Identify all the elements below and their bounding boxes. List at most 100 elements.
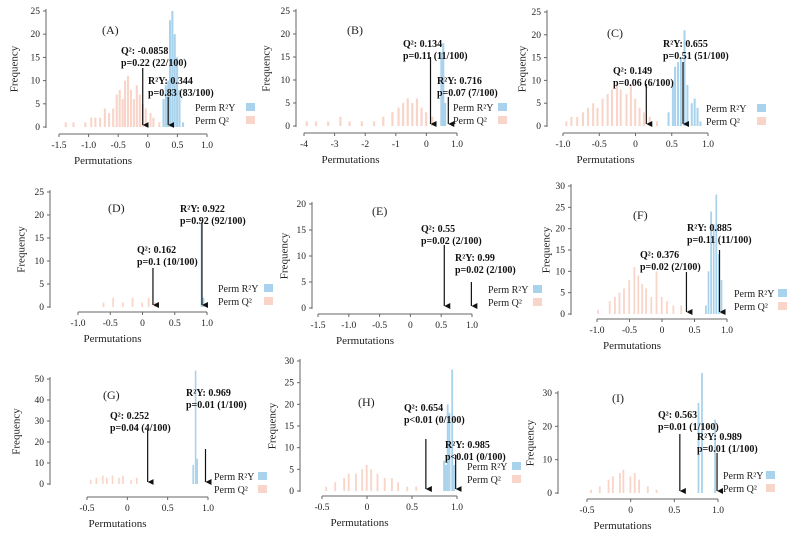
r2y-bar bbox=[171, 11, 174, 127]
r2y-bar bbox=[192, 465, 194, 484]
q2-bar bbox=[118, 477, 120, 484]
legend-swatch bbox=[766, 484, 775, 492]
y-axis-label: Frequency bbox=[267, 402, 279, 449]
r2y-bar bbox=[448, 413, 451, 491]
q2-bar bbox=[688, 309, 690, 314]
r2y-bar bbox=[718, 254, 720, 314]
x-tick-label: -0.5 bbox=[592, 140, 607, 150]
r2y-bar bbox=[697, 403, 700, 493]
q2-bar bbox=[95, 477, 98, 484]
legend-swatch bbox=[258, 485, 267, 493]
q2-bar bbox=[64, 122, 67, 127]
q2-bar bbox=[397, 107, 400, 126]
y-tick-label: 5 bbox=[289, 465, 294, 475]
q2-bar bbox=[126, 75, 130, 127]
r2y-bar bbox=[667, 112, 670, 126]
r2y-bar bbox=[671, 80, 674, 126]
legend-swatch bbox=[246, 116, 255, 124]
legend-swatch bbox=[498, 116, 507, 124]
y-axis-label: Frequency bbox=[261, 45, 273, 92]
x-tick-label: -4 bbox=[300, 140, 308, 150]
y-tick-label: 5 bbox=[35, 100, 40, 110]
x-tick-label: -0.5 bbox=[372, 321, 387, 331]
q2-bar bbox=[655, 489, 658, 493]
r2y-bar bbox=[720, 279, 723, 314]
q2-bar bbox=[144, 108, 147, 127]
q2-bar bbox=[628, 279, 631, 314]
legend-label: Perm Q² bbox=[214, 485, 248, 496]
q2-bar bbox=[102, 475, 104, 484]
panel-d: 0 5 10 15 20 25 -1.0 -0.5 0 0.5 1.0 Permutations Fre… bbox=[16, 188, 273, 345]
y-tick-label: 5 bbox=[285, 99, 290, 109]
q2-bar bbox=[147, 297, 150, 307]
q2-bar bbox=[361, 469, 364, 491]
panel-e: 0 5 10 15 20 -1.5 -1.0 -0.5 0 0.5 1.0 Permutations F… bbox=[279, 200, 542, 347]
x-tick-label: 0 bbox=[628, 506, 633, 516]
q2-bar bbox=[406, 486, 409, 491]
x-axis-label: Permutations bbox=[336, 335, 394, 347]
q2-bar bbox=[94, 117, 97, 127]
q2-bar bbox=[121, 302, 124, 307]
legend-label: Perm Q² bbox=[488, 298, 522, 309]
r2y-bar bbox=[164, 85, 167, 127]
q2-bar bbox=[354, 473, 357, 491]
q2-bar bbox=[383, 478, 386, 491]
r2y-bar bbox=[707, 271, 710, 314]
r2y-bar bbox=[679, 57, 682, 126]
q2-bar bbox=[638, 107, 641, 126]
y-tick-label: 0 bbox=[536, 122, 541, 132]
legend-label: Perm Q² bbox=[453, 116, 487, 127]
legend-swatch bbox=[246, 103, 255, 111]
q2-bar bbox=[382, 116, 385, 126]
q2-bar bbox=[360, 121, 363, 126]
r2y-bar bbox=[453, 465, 455, 491]
q2-bar bbox=[415, 486, 418, 491]
q2-bar bbox=[420, 107, 423, 126]
q2-bar bbox=[650, 296, 653, 314]
y-axis-label: Frequency bbox=[279, 232, 291, 279]
q2-bar bbox=[641, 284, 644, 314]
q2-bar bbox=[637, 275, 640, 314]
r2y-bar bbox=[196, 458, 199, 484]
panel-f: 0 5 10 15 20 25 30 -1.0 -0.5 0 0.5 1.0 Permutations F… bbox=[541, 182, 787, 352]
r2y-bar bbox=[446, 404, 449, 491]
r2y-bar bbox=[443, 460, 446, 491]
legend-label: Perm Q² bbox=[723, 484, 757, 495]
q2-bar bbox=[606, 94, 609, 126]
y-tick-label: 20 bbox=[35, 211, 45, 221]
x-tick-label: -1.5 bbox=[310, 321, 325, 331]
q2-bar bbox=[305, 121, 308, 126]
q2-bar bbox=[339, 116, 342, 126]
r2y-bar bbox=[178, 89, 181, 127]
q2-bar bbox=[372, 121, 376, 126]
q2-annotation: Q²: 0.55 bbox=[421, 224, 455, 235]
r2y-bar bbox=[676, 62, 679, 126]
y-tick-label: 50 bbox=[35, 375, 45, 385]
q2-bar bbox=[131, 297, 134, 307]
x-tick-label: 1.0 bbox=[451, 140, 463, 150]
q2-bar bbox=[314, 121, 318, 126]
r2y-bar bbox=[442, 43, 445, 127]
q2-bar bbox=[672, 305, 675, 314]
y-axis-label: Frequency bbox=[541, 226, 553, 273]
r2y-bar bbox=[173, 34, 176, 128]
y-tick-label: 0 bbox=[560, 310, 565, 320]
y-tick-label: 20 bbox=[35, 438, 45, 448]
legend-label: Perm R²Y bbox=[706, 104, 747, 115]
panel-label: (C) bbox=[607, 26, 623, 40]
x-tick-label: -1.5 bbox=[51, 141, 66, 151]
y-tick-label: 0 bbox=[285, 122, 290, 132]
q2-bar bbox=[597, 309, 599, 314]
q2-bar bbox=[118, 89, 121, 127]
q2-annotation: p=0.06 (6/100) bbox=[613, 78, 674, 89]
r2y-annotation: p=0.01 (1/100) bbox=[186, 400, 247, 411]
r2y-bar bbox=[444, 465, 447, 491]
y-tick-label: 30 bbox=[285, 357, 295, 367]
legend-swatch bbox=[512, 475, 521, 483]
x-axis-label: Permutations bbox=[576, 154, 634, 166]
q2-bar bbox=[90, 117, 93, 127]
q2-bar bbox=[99, 117, 102, 127]
y-tick-label: 10 bbox=[297, 252, 307, 262]
q2-annotation: Q²: 0.376 bbox=[640, 250, 679, 261]
